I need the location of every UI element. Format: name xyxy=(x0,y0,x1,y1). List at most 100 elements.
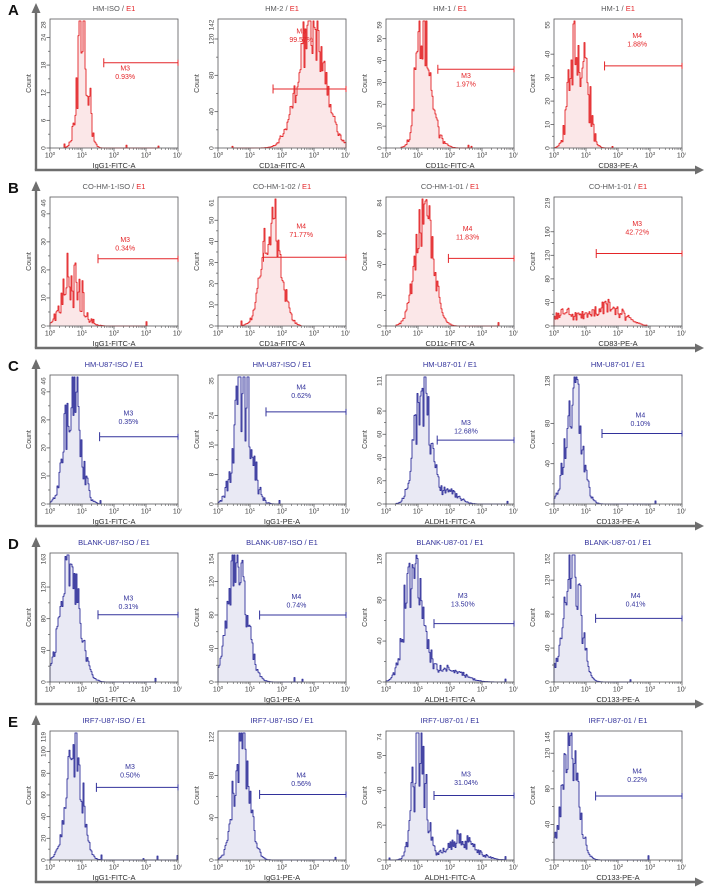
count-axis-label: Count xyxy=(194,252,201,271)
x-axis-label: CD83-PE-A xyxy=(598,339,637,348)
count-axis-label: Count xyxy=(530,74,537,93)
y-tick-label: 80 xyxy=(545,610,552,618)
y-tick-label: 30 xyxy=(545,74,552,82)
x-tick-label: 104 xyxy=(341,151,350,160)
histogram-plot: HM-2 / E1 0 40 80 120 142 Count 100 101 102 103 104… xyxy=(194,4,352,170)
histogram-outline xyxy=(49,376,102,505)
gate-percent-label: 42.72% xyxy=(625,229,649,236)
y-tick-label: 80 xyxy=(545,785,552,793)
histogram-outline xyxy=(554,20,614,149)
x-tick-label: 104 xyxy=(173,151,182,160)
x-tick-label: 101 xyxy=(77,329,88,338)
x-axis-label: IgG1-FITC-A xyxy=(93,517,136,526)
y-tick-label: 12 xyxy=(41,89,48,97)
histogram-plot: CO-HM-1-02 / E1 0 10 20 30 40 50 61 Count 100 101 1… xyxy=(194,182,352,348)
row-y-axis-arrowhead xyxy=(31,3,41,13)
row-y-axis-arrowhead xyxy=(31,715,41,725)
histogram-fill xyxy=(554,376,656,504)
x-axis-label: IgG1-PE-A xyxy=(264,517,300,526)
y-tick-label: 0 xyxy=(41,502,48,506)
histogram-panel: HM-1 / E1 0 10 20 30 40 55 Count 100 101 102 103 104… xyxy=(526,0,688,172)
count-axis-label: Count xyxy=(362,786,369,805)
y-tick-label: 10 xyxy=(377,122,384,130)
y-tick-label: 40 xyxy=(377,637,384,645)
x-tick-label: 100 xyxy=(45,685,56,694)
x-tick-label: 103 xyxy=(477,863,488,872)
x-tick-label: 101 xyxy=(245,151,256,160)
x-tick-label: 100 xyxy=(549,685,560,694)
count-axis-label: Count xyxy=(530,608,537,627)
gate-percent-label: 0.93% xyxy=(115,74,135,81)
gate-percent-label: 0.56% xyxy=(291,781,311,788)
gate-percent-label: 71.77% xyxy=(289,232,313,239)
histogram-plot: HM-ISO / E1 0 6 12 18 24 28 Count 100 101 102 103 10… xyxy=(26,4,184,170)
histogram-outline xyxy=(217,376,281,505)
x-tick-label: 103 xyxy=(141,863,152,872)
y-tick-label: 0 xyxy=(41,324,48,328)
y-tick-label: 120 xyxy=(209,576,216,587)
y-tick-label: 80 xyxy=(377,596,384,604)
x-tick-label: 100 xyxy=(45,329,56,338)
y-tick-label: 24 xyxy=(41,33,48,41)
y-tick-label: 40 xyxy=(209,814,216,822)
x-tick-label: 102 xyxy=(445,507,456,516)
y-axis-max: 28 xyxy=(41,21,48,29)
x-tick-label: 101 xyxy=(245,507,256,516)
y-tick-label: 20 xyxy=(377,821,384,829)
x-tick-label: 101 xyxy=(245,685,256,694)
y-axis-max: 126 xyxy=(377,553,384,564)
histogram-outline xyxy=(240,198,302,327)
x-tick-label: 101 xyxy=(413,507,424,516)
histogram-fill xyxy=(218,554,303,682)
count-axis-label: Count xyxy=(362,252,369,271)
x-tick-label: 100 xyxy=(549,329,560,338)
row-axis-arrows xyxy=(31,3,704,175)
histogram-fill xyxy=(50,253,147,326)
x-tick-label: 102 xyxy=(109,685,120,694)
x-tick-label: 104 xyxy=(677,685,686,694)
x-tick-label: 102 xyxy=(277,151,288,160)
gate-name-label: M3 xyxy=(124,411,134,418)
panel-title: HM-U87-ISO / E1 xyxy=(85,360,144,369)
histogram-panel: IRF7-U87-ISO / E1 0 40 80 122 Count 100 101 102 1… xyxy=(190,712,352,884)
x-tick-label: 101 xyxy=(413,329,424,338)
y-axis-max: 128 xyxy=(545,375,552,386)
panel-title: HM-ISO / E1 xyxy=(93,4,136,13)
x-tick-label: 102 xyxy=(109,863,120,872)
x-axis-label: IgG1-FITC-A xyxy=(93,339,136,348)
histogram-fill xyxy=(241,198,301,326)
histogram-fill xyxy=(50,554,156,682)
x-tick-label: 101 xyxy=(77,863,88,872)
x-tick-label: 104 xyxy=(509,507,518,516)
row-axis-arrows xyxy=(31,359,704,531)
y-tick-label: 60 xyxy=(377,751,384,759)
panel-title: CO-HM-1-02 / E1 xyxy=(253,182,311,191)
row-d: D BLANK-U87-ISO / E1 0 40 80 120 163 Count 100 1… xyxy=(0,534,710,712)
gate-name-label: M3 xyxy=(120,66,130,73)
x-axis-label: CD133-PE-A xyxy=(596,517,639,526)
y-tick-label: 60 xyxy=(377,230,384,238)
histogram-panel: CO-HM-1-01 / E1 0 40 80 120 160 219 Count 100 101… xyxy=(526,178,688,350)
histogram-plot: BLANK-U87-01 / E1 0 40 80 126 Count 100 101 102 1… xyxy=(362,538,520,704)
gate-name-label: M3 xyxy=(125,764,135,771)
row-label-e: E xyxy=(8,714,19,731)
row-c: C HM-U87-ISO / E1 0 10 20 30 40 46 Count 100 101 1… xyxy=(0,356,710,534)
y-tick-label: 40 xyxy=(545,820,552,828)
y-tick-label: 120 xyxy=(209,33,216,44)
y-tick-label: 6 xyxy=(41,118,48,122)
y-tick-label: 20 xyxy=(209,280,216,288)
x-axis-label: IgG1-PE-A xyxy=(264,873,300,882)
gate-name-label: M4 xyxy=(292,594,302,601)
y-tick-label: 80 xyxy=(545,275,552,283)
x-tick-label: 102 xyxy=(277,329,288,338)
x-tick-label: 102 xyxy=(613,685,624,694)
x-tick-label: 102 xyxy=(613,507,624,516)
x-tick-label: 100 xyxy=(549,507,560,516)
histogram-plot: HM-U87-01 / E1 0 20 40 60 80 111 Count 100 101 102… xyxy=(362,360,520,526)
y-tick-label: 120 xyxy=(545,574,552,585)
row-y-axis-arrowhead xyxy=(31,181,41,191)
histogram-panel: IRF7-U87-ISO / E1 0 20 40 60 80 100 119 Count 100… xyxy=(22,712,184,884)
histogram-panel: BLANK-U87-01 / E1 0 40 80 120 152 Count 100 101 1… xyxy=(526,534,688,706)
y-tick-label: 0 xyxy=(41,146,48,150)
gate-percent-label: 0.10% xyxy=(630,421,650,428)
